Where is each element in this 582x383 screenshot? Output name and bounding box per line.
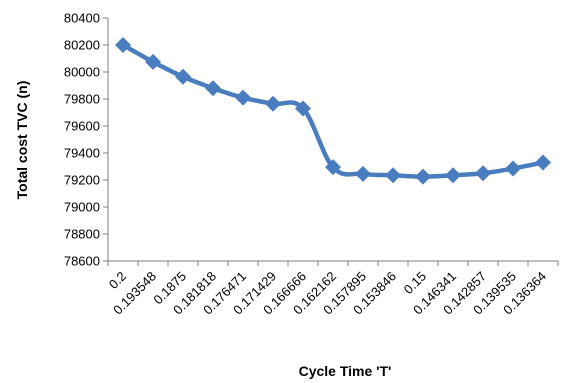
y-tick-label: 80200 bbox=[64, 38, 100, 53]
data-point-marker bbox=[445, 167, 461, 184]
data-point-marker bbox=[385, 167, 401, 184]
x-axis-title: Cycle Time 'T' bbox=[299, 363, 392, 379]
y-tick-label: 80000 bbox=[64, 65, 100, 80]
data-point-marker bbox=[115, 37, 131, 53]
data-point-marker bbox=[325, 159, 341, 176]
x-tick-label: 0.2 bbox=[106, 269, 129, 292]
y-tick-labels: 78600 78800 79000 79200 79400 79600 79800 80000… bbox=[64, 11, 108, 269]
y-axis-title: Total cost TVC (n) bbox=[14, 81, 30, 200]
data-point-marker bbox=[415, 168, 431, 185]
y-tick-label: 79000 bbox=[64, 200, 100, 215]
y-tick-label: 79800 bbox=[64, 92, 100, 107]
data-point-marker bbox=[235, 89, 251, 106]
data-point-marker bbox=[295, 100, 311, 117]
series-group bbox=[115, 37, 551, 185]
data-point-marker bbox=[175, 68, 191, 85]
y-tick-label: 79600 bbox=[64, 119, 100, 134]
data-point-marker bbox=[205, 80, 221, 97]
y-tick-label: 79200 bbox=[64, 173, 100, 188]
data-point-marker bbox=[145, 53, 161, 70]
data-point-marker bbox=[265, 95, 281, 112]
y-tick-label: 79400 bbox=[64, 146, 100, 161]
data-point-marker bbox=[505, 160, 521, 177]
series-line bbox=[121, 43, 544, 179]
y-tick-label: 78800 bbox=[64, 227, 100, 242]
y-tick-label: 78600 bbox=[64, 254, 100, 269]
data-point-marker bbox=[475, 165, 491, 182]
x-tick-labels: 0.20.1935480.18750.1818180.1764710.17142… bbox=[106, 261, 559, 317]
x-axis: 0.20.1935480.18750.1818180.1764710.17142… bbox=[106, 260, 559, 317]
y-tick-label: 80400 bbox=[64, 11, 100, 26]
data-point-marker bbox=[355, 165, 371, 182]
y-axis: 78600 78800 79000 79200 79400 79600 79800 80000… bbox=[64, 11, 109, 269]
data-point-marker bbox=[535, 154, 551, 171]
